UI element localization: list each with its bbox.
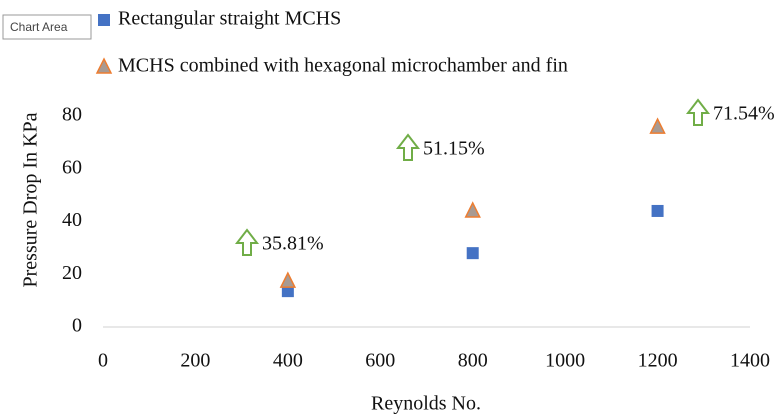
legend-label: MCHS combined with hexagonal microchambe… (118, 55, 568, 77)
y-tick-label: 40 (62, 209, 82, 231)
x-tick-label: 1000 (545, 350, 585, 372)
arrow-icon (685, 98, 711, 126)
data-point (281, 285, 294, 298)
x-tick-label: 1200 (638, 350, 678, 372)
arrow-icon (234, 228, 260, 256)
data-point (651, 204, 664, 217)
x-tick-label: 1400 (730, 350, 770, 372)
tooltip: Chart Area (10, 20, 68, 34)
arrow-icon (395, 133, 421, 161)
data-point (466, 247, 479, 260)
annotation: 35.81% (262, 233, 324, 255)
data-point (279, 271, 297, 288)
annotation: 51.15% (423, 138, 485, 160)
x-tick-label: 400 (273, 350, 303, 372)
x-tick-label: 800 (458, 350, 488, 372)
legend-label: Rectangular straight MCHS (118, 8, 341, 30)
tooltip-box (2, 14, 92, 40)
data-point (464, 201, 481, 218)
data-point (649, 117, 666, 134)
annotation: 71.54% (713, 103, 775, 125)
x-axis-title: Reynolds No. (371, 393, 481, 415)
legend-marker (98, 14, 110, 26)
y-tick-label: 60 (62, 156, 82, 178)
y-tick-label: 20 (62, 262, 82, 284)
x-tick-label: 600 (365, 350, 395, 372)
y-tick-label: 0 (72, 315, 82, 337)
y-axis-title: Pressure Drop In KPa (20, 112, 42, 287)
legend-marker (95, 57, 113, 74)
x-tick-label: 200 (180, 350, 210, 372)
y-tick-label: 80 (62, 104, 82, 126)
x-tick-label: 0 (98, 350, 108, 372)
